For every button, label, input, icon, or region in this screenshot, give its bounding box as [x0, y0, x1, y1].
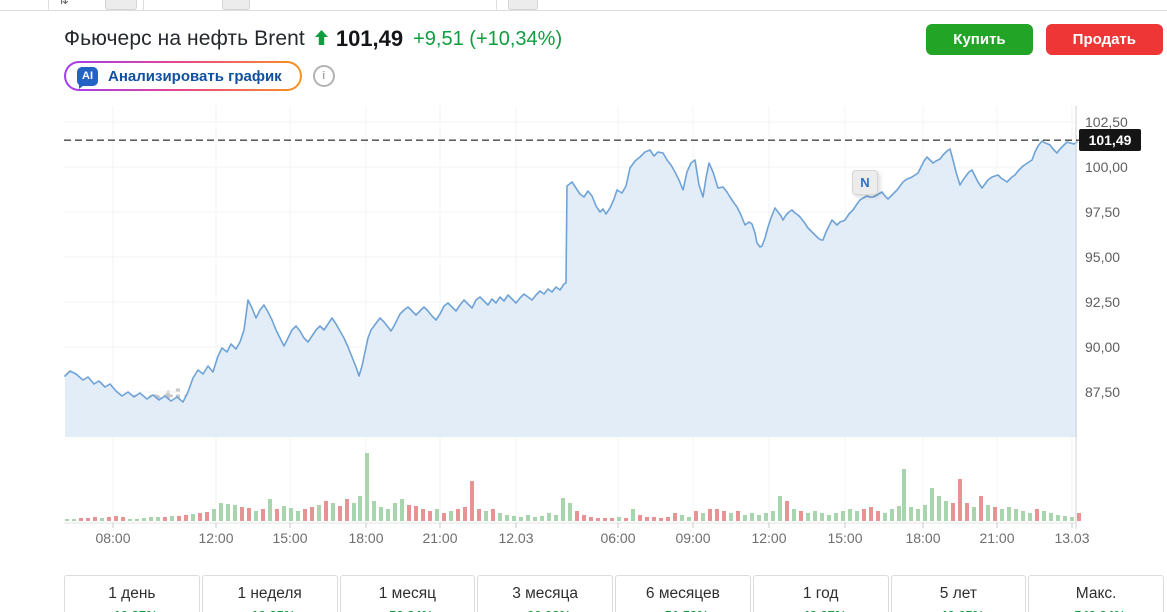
tab-change: +43,07% — [795, 608, 847, 612]
tab-change: +10,27% — [106, 608, 158, 612]
tab-1-day[interactable]: 1 день +10,27% — [64, 575, 200, 612]
buy-button[interactable]: Купить — [926, 23, 1033, 55]
tab-1-month[interactable]: 1 месяц +50,34% — [339, 575, 476, 612]
x-axis-label: 08:00 — [95, 530, 131, 546]
x-axis-label: 13.03 — [1054, 530, 1090, 546]
ai-analyze-label: Анализировать график — [108, 67, 282, 85]
toolbar-divider — [496, 0, 497, 10]
x-axis-label: 21:00 — [979, 530, 1015, 546]
y-axis-label: 95,00 — [1085, 249, 1121, 265]
range-tabs: 1 день +10,27% 1 неделя +19,85% 1 месяц … — [64, 575, 1164, 612]
tab-label: 5 лет — [939, 585, 977, 602]
tab-change: +51,53% — [657, 608, 709, 612]
y-axis-label: 90,00 — [1085, 339, 1121, 355]
info-icon[interactable]: i — [312, 65, 335, 87]
price-up-arrow-icon — [314, 30, 328, 50]
toolbar-button[interactable] — [508, 0, 538, 10]
toolbar-divider — [143, 0, 144, 10]
chart-toolbar-strip: ⇅ — [0, 0, 1167, 11]
y-axis-label: 100,00 — [1085, 159, 1128, 175]
tab-change: +19,85% — [244, 608, 296, 612]
tab-1-week[interactable]: 1 неделя +19,85% — [201, 575, 338, 612]
tab-1-year[interactable]: 1 год +43,07% — [752, 575, 889, 612]
toolbar-button[interactable] — [222, 0, 250, 10]
toolbar-divider — [48, 0, 49, 10]
tab-label: 1 неделя — [237, 585, 302, 602]
tab-label: 1 месяц — [378, 585, 436, 602]
x-axis-label: 15:00 — [272, 530, 308, 546]
current-price-badge: 101,49 — [1079, 129, 1141, 152]
tab-change: +549,04% — [1067, 608, 1126, 612]
tab-change: +50,34% — [382, 608, 434, 612]
tab-max[interactable]: Макс. +549,04% — [1028, 575, 1164, 612]
x-axis-label: 12.03 — [498, 530, 534, 546]
tab-label: 1 год — [802, 585, 839, 602]
instrument-title: Фьючерс на нефть Brent — [64, 27, 305, 50]
tab-change: +66,08% — [519, 608, 571, 612]
x-axis-label: 21:00 — [422, 530, 458, 546]
tab-label: 6 месяцев — [645, 585, 720, 602]
instrument-header: Фьючерс на нефть Brent 101,49 +9,51 (+10… — [64, 20, 1163, 58]
tab-3-months[interactable]: 3 месяца +66,08% — [477, 575, 613, 612]
tab-label: 1 день — [108, 585, 156, 602]
x-axis-label: 12:00 — [751, 530, 787, 546]
price-chart[interactable]: Investing.com 102,50100,0097,5095,0092,5… — [0, 105, 1167, 555]
tab-label: 3 месяца — [512, 585, 579, 602]
y-axis-label: 102,50 — [1085, 114, 1128, 130]
ai-analyze-button[interactable]: AI Анализировать график — [64, 61, 302, 91]
y-axis-label: 92,50 — [1085, 294, 1121, 310]
tab-change: +46,65% — [933, 608, 985, 612]
x-axis-label: 09:00 — [675, 530, 711, 546]
x-axis-label: 18:00 — [348, 530, 384, 546]
x-axis-label: 06:00 — [600, 530, 636, 546]
y-axis-label: 87,50 — [1085, 384, 1121, 400]
y-axis-label: 97,50 — [1085, 204, 1121, 220]
x-axis-label: 15:00 — [827, 530, 863, 546]
tab-label: Макс. — [1075, 585, 1117, 602]
news-marker[interactable]: N — [852, 170, 878, 195]
ai-analyze-row: AI Анализировать график i — [64, 61, 335, 91]
tab-5-years[interactable]: 5 лет +46,65% — [890, 575, 1027, 612]
last-price: 101,49 — [335, 26, 404, 51]
toolbar-button[interactable] — [105, 0, 137, 10]
price-change: +9,51 (+10,34%) — [413, 27, 563, 50]
sell-button[interactable]: Продать — [1045, 23, 1163, 55]
x-axis-label: 12:00 — [198, 530, 234, 546]
tab-6-months[interactable]: 6 месяцев +51,53% — [615, 575, 751, 612]
chart-svg[interactable] — [0, 105, 1167, 555]
x-axis-label: 18:00 — [905, 530, 941, 546]
ai-badge-icon: AI — [77, 66, 98, 89]
sort-arrows-icon: ⇅ — [58, 0, 69, 8]
